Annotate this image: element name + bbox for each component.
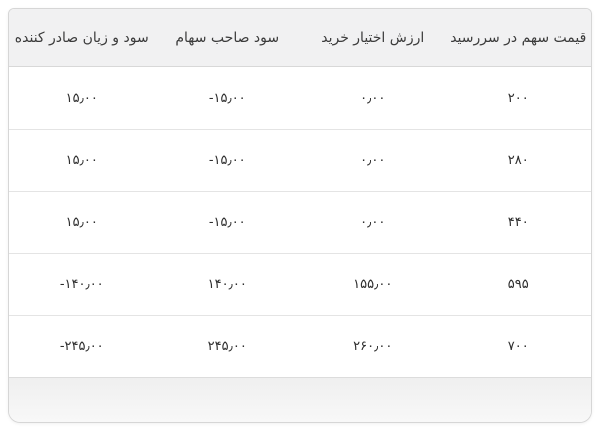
- value: -۱۵٫۰۰: [208, 153, 246, 168]
- value: ۱۵٫۰۰: [65, 90, 98, 106]
- value: ۱۵٫۰۰: [65, 215, 98, 230]
- value: -۱۴۰٫۰۰: [59, 277, 104, 292]
- cell-shareholder-profit: -۱۵٫۰۰: [155, 153, 301, 168]
- value: ۴۴۰: [507, 215, 529, 230]
- cell-share-price: ۴۴۰: [446, 215, 592, 230]
- header-shareholder-profit: سود صاحب سهام: [175, 29, 280, 46]
- cell-option-value: ۲۶۰٫۰۰: [300, 339, 446, 354]
- value: -۱۵٫۰۰: [208, 90, 246, 106]
- cell-share-price: ۲۰۰: [446, 91, 592, 106]
- value: ۱۵٫۰۰: [65, 153, 98, 168]
- value: -۱۵٫۰۰: [208, 215, 246, 230]
- cell-shareholder-profit: ۲۴۵٫۰۰: [155, 339, 301, 354]
- cell-issuer-profit-loss: ۱۵٫۰۰: [9, 153, 155, 168]
- header-call-option-value: ارزش اختیار خرید: [321, 29, 425, 46]
- options-payoff-table-card: قیمت سهم در سررسید ارزش اختیار خرید سود …: [8, 8, 592, 423]
- cell-share-price: ۷۰۰: [446, 339, 592, 354]
- value: ۰٫۰۰: [360, 215, 386, 230]
- value: ۲۰۰: [507, 90, 529, 106]
- value: ۱۵۵٫۰۰: [353, 277, 393, 292]
- value: ۱۴۰٫۰۰: [207, 277, 247, 292]
- cell-option-value: ۰٫۰۰: [300, 91, 446, 106]
- header-issuer-profit-loss: سود و زیان صادر کننده: [14, 29, 149, 46]
- table-row: ۷۰۰ ۲۶۰٫۰۰ ۲۴۵٫۰۰ -۲۴۵٫۰۰: [9, 315, 591, 377]
- value: ۷۰۰: [507, 339, 529, 354]
- cell-issuer-profit-loss: ۱۵٫۰۰: [9, 91, 155, 106]
- value: ۲۶۰٫۰۰: [353, 339, 393, 354]
- cell-issuer-profit-loss: -۲۴۵٫۰۰: [9, 339, 155, 354]
- table-row: ۴۴۰ ۰٫۰۰ -۱۵٫۰۰ ۱۵٫۰۰: [9, 191, 591, 253]
- table-row: ۲۰۰ ۰٫۰۰ -۱۵٫۰۰ ۱۵٫۰۰: [9, 67, 591, 129]
- cell-issuer-profit-loss: -۱۴۰٫۰۰: [9, 277, 155, 292]
- value: ۰٫۰۰: [360, 153, 386, 168]
- value: ۰٫۰۰: [360, 90, 386, 106]
- value: ۲۸۰: [507, 153, 529, 168]
- table-footer: [9, 377, 591, 422]
- cell-option-value: ۰٫۰۰: [300, 153, 446, 168]
- header-share-price-at-maturity: قیمت سهم در سررسید: [450, 29, 587, 46]
- value: ۲۴۵٫۰۰: [207, 339, 247, 354]
- cell-shareholder-profit: -۱۵٫۰۰: [155, 91, 301, 106]
- value: ۵۹۵: [507, 277, 529, 292]
- value: -۲۴۵٫۰۰: [59, 339, 104, 354]
- cell-share-price: ۵۹۵: [446, 277, 592, 292]
- table-row: ۵۹۵ ۱۵۵٫۰۰ ۱۴۰٫۰۰ -۱۴۰٫۰۰: [9, 253, 591, 315]
- table-header-row: قیمت سهم در سررسید ارزش اختیار خرید سود …: [9, 9, 591, 67]
- cell-share-price: ۲۸۰: [446, 153, 592, 168]
- cell-option-value: ۰٫۰۰: [300, 215, 446, 230]
- cell-shareholder-profit: -۱۵٫۰۰: [155, 215, 301, 230]
- cell-option-value: ۱۵۵٫۰۰: [300, 277, 446, 292]
- cell-issuer-profit-loss: ۱۵٫۰۰: [9, 215, 155, 230]
- cell-shareholder-profit: ۱۴۰٫۰۰: [155, 277, 301, 292]
- table-row: ۲۸۰ ۰٫۰۰ -۱۵٫۰۰ ۱۵٫۰۰: [9, 129, 591, 191]
